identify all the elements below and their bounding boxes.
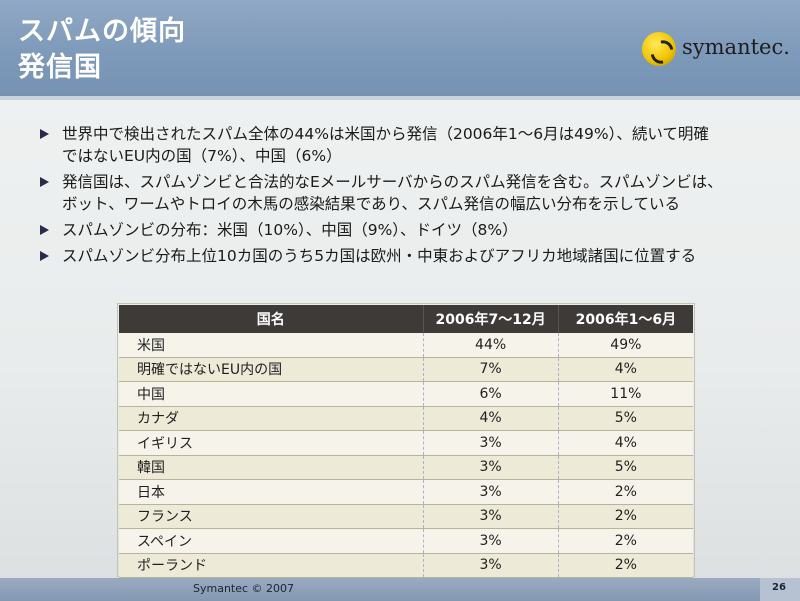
country-cell: ポーランド [119,553,423,578]
h2-2006-cell: 4% [422,406,559,431]
bullet-arrow-icon [40,225,49,235]
title-line-2: 発信国 [18,52,102,83]
bullet-item: スパムゾンビの分布：米国（10%）、中国（9%）、ドイツ（8%） [40,219,780,241]
table-row: カナダ 4% 5% [119,406,693,431]
table-header-row: 国名 2006年7～12月 2006年1～6月 [119,305,693,333]
table-row: 韓国 3% 5% [119,455,693,480]
h1-2006-cell: 11% [557,381,693,407]
h2-2006-cell: 6% [422,381,559,407]
table-row: ポーランド 3% 2% [119,553,693,578]
bullet-item: 発信国は、スパムゾンビと合法的なEメールサーバからのスパム発信を含む。スパムゾン… [40,171,780,215]
country-cell: 明確ではないEU内の国 [119,357,423,382]
h2-2006-cell: 3% [422,528,559,554]
bullet-arrow-icon [40,251,49,261]
symantec-logo-icon [642,32,676,66]
h2-2006-cell: 7% [422,357,559,382]
country-cell: カナダ [119,406,423,431]
bullet-arrow-icon [40,129,49,139]
h2-2006-cell: 3% [422,553,559,578]
country-cell: フランス [119,504,423,529]
slide-title: スパムの傾向 発信国 [18,14,186,86]
table-row: スペイン 3% 2% [119,528,693,554]
column-header-2006-h2: 2006年7～12月 [422,305,559,333]
spam-origin-table: 国名 2006年7～12月 2006年1～6月 米国 44% 49% 明確ではないEU… [119,305,693,578]
bullet-item: スパムゾンビ分布上位10カ国のうち5カ国は欧州・中東およびアフリカ地域諸国に位置… [40,245,780,267]
h1-2006-cell: 2% [557,528,693,554]
bullet-line: 発信国は、スパムゾンビと合法的なEメールサーバからのスパム発信を含む。スパムゾン… [62,173,723,191]
page-number: 26 [772,582,786,593]
h2-2006-cell: 44% [422,333,559,358]
h2-2006-cell: 3% [422,430,559,456]
h1-2006-cell: 2% [557,479,693,505]
country-cell: 韓国 [119,455,423,480]
table-row: 中国 6% 11% [119,381,693,407]
symantec-logo: symantec. [642,30,790,68]
h1-2006-cell: 5% [557,406,693,431]
country-cell: イギリス [119,430,423,456]
h1-2006-cell: 2% [557,504,693,529]
h1-2006-cell: 5% [557,455,693,480]
title-line-1: スパムの傾向 [18,16,186,47]
bullet-line: スパムゾンビ分布上位10カ国のうち5カ国は欧州・中東およびアフリカ地域諸国に位置… [62,247,697,265]
h1-2006-cell: 49% [557,333,693,358]
column-header-country: 国名 [119,305,423,333]
h2-2006-cell: 3% [422,504,559,529]
h1-2006-cell: 4% [557,357,693,382]
table-row: フランス 3% 2% [119,504,693,529]
bullet-list: 世界中で検出されたスパム全体の44%は米国から発信（2006年1～6月は49%）… [40,123,780,271]
bullet-line: 世界中で検出されたスパム全体の44%は米国から発信（2006年1～6月は49%）… [62,125,709,143]
country-cell: スペイン [119,528,423,554]
column-header-2006-h1: 2006年1～6月 [557,305,693,333]
h1-2006-cell: 4% [557,430,693,456]
h1-2006-cell: 2% [557,553,693,578]
country-cell: 日本 [119,479,423,505]
table-row: 日本 3% 2% [119,479,693,505]
table-row: イギリス 3% 4% [119,430,693,456]
title-divider [0,96,800,100]
table-row: 米国 44% 49% [119,333,693,358]
table-row: 明確ではないEU内の国 7% 4% [119,357,693,382]
h2-2006-cell: 3% [422,455,559,480]
bullet-line: ではないEU内の国（7%）、中国（6%） [62,147,342,165]
country-cell: 米国 [119,333,423,358]
country-cell: 中国 [119,381,423,407]
bullet-item: 世界中で検出されたスパム全体の44%は米国から発信（2006年1～6月は49%）… [40,123,780,167]
footer-copyright: Symantec © 2007 [193,582,295,595]
page-number-box [760,578,800,601]
h2-2006-cell: 3% [422,479,559,505]
footer-bar [0,578,800,601]
bullet-line: スパムゾンビの分布：米国（10%）、中国（9%）、ドイツ（8%） [62,221,518,239]
symantec-logo-text: symantec. [682,35,790,59]
bullet-arrow-icon [40,177,49,187]
bullet-line: ボット、ワームやトロイの木馬の感染結果であり、スパム発信の幅広い分布を示している [62,195,680,213]
